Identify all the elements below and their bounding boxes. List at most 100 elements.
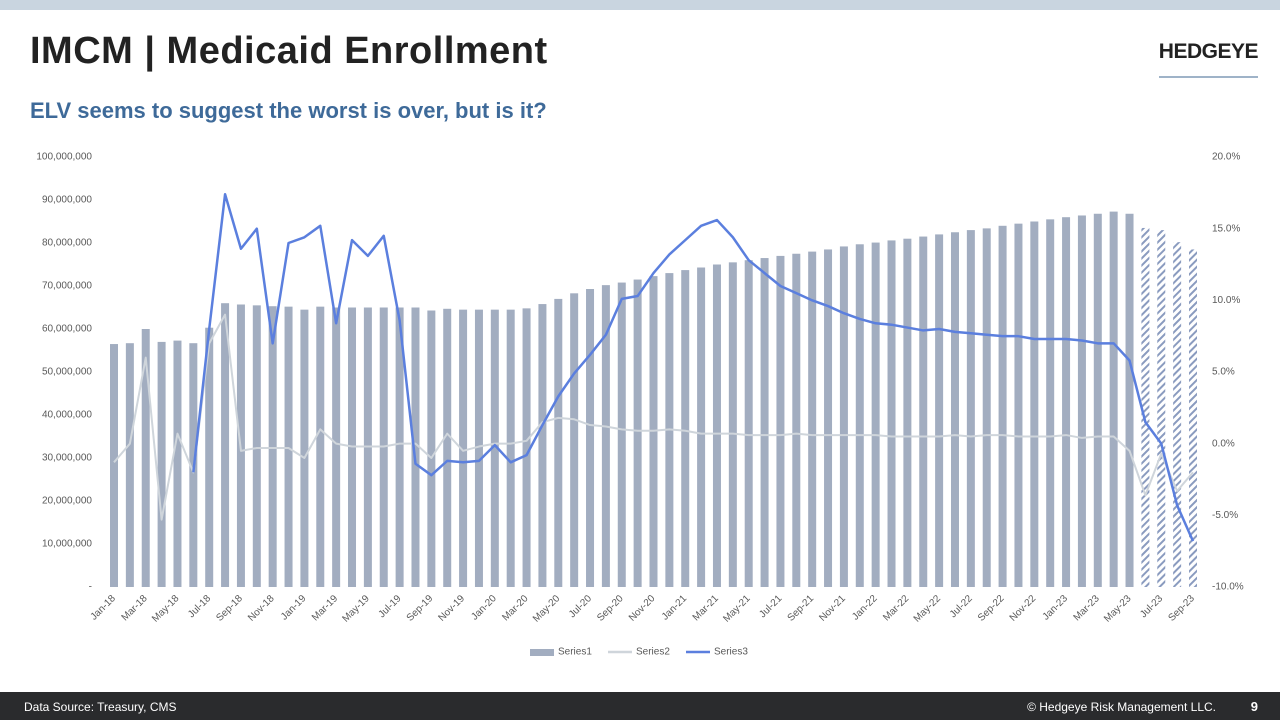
slide-title: IMCM | Medicaid Enrollment bbox=[30, 30, 548, 72]
bar bbox=[919, 236, 928, 588]
x-tick-label: Sep-18 bbox=[214, 593, 245, 624]
y2-tick-label: 5.0% bbox=[1212, 367, 1235, 378]
bar bbox=[1189, 249, 1197, 587]
bar bbox=[1109, 211, 1118, 588]
source: Data Source: Treasury, CMS bbox=[24, 700, 177, 714]
bar bbox=[887, 240, 896, 588]
y-tick-label: 90,000,000 bbox=[42, 195, 92, 206]
x-tick-label: Jul-18 bbox=[186, 593, 213, 620]
bar bbox=[744, 260, 753, 587]
x-tick-label: Sep-19 bbox=[405, 593, 436, 624]
bar bbox=[490, 309, 499, 587]
x-tick-label: Jul-21 bbox=[757, 593, 784, 620]
bar bbox=[998, 225, 1007, 588]
bar bbox=[221, 303, 230, 587]
x-tick-label: Mar-22 bbox=[881, 593, 911, 623]
x-tick-label: Jul-19 bbox=[377, 593, 404, 620]
y-tick-label: 40,000,000 bbox=[42, 410, 92, 421]
bar bbox=[252, 305, 261, 587]
x-tick-label: Nov-22 bbox=[1008, 593, 1039, 624]
x-tick-label: Mar-19 bbox=[310, 593, 340, 623]
bar bbox=[871, 242, 880, 587]
bar bbox=[1077, 215, 1086, 587]
bar bbox=[982, 228, 991, 587]
y-tick-label: 50,000,000 bbox=[42, 367, 92, 378]
chart: - 10,000,000 20,000,000 30,000,000 40,000,00… bbox=[36, 152, 1243, 658]
x-tick-label: May-20 bbox=[531, 593, 563, 625]
bar bbox=[728, 262, 737, 587]
y2-tick-label: -5.0% bbox=[1212, 510, 1238, 521]
slide-subtitle: ELV seems to suggest the worst is over, … bbox=[30, 98, 547, 123]
bar bbox=[681, 270, 690, 587]
footer: Data Source: Treasury, CMS © Hedgeye Ris… bbox=[0, 692, 1280, 720]
x-tick-label: Sep-23 bbox=[1166, 593, 1197, 624]
y-tick-label: 10,000,000 bbox=[42, 539, 92, 550]
bar bbox=[1046, 219, 1055, 587]
x-tick-label: Jan-21 bbox=[660, 593, 690, 623]
x-tick-label: Jul-20 bbox=[567, 593, 594, 620]
x-tick-label: May-18 bbox=[150, 593, 182, 625]
bar bbox=[935, 234, 944, 587]
x-tick-label: Mar-18 bbox=[120, 593, 150, 623]
y2-tick-label: 0.0% bbox=[1212, 438, 1235, 449]
x-tick-label: Jul-22 bbox=[948, 593, 975, 620]
bar bbox=[808, 251, 817, 587]
y-tick-label: 30,000,000 bbox=[42, 453, 92, 464]
bar bbox=[824, 249, 833, 587]
bar bbox=[950, 232, 959, 587]
y2-tick-label: 15.0% bbox=[1212, 223, 1240, 234]
x-tick-label: Mar-23 bbox=[1072, 593, 1102, 623]
bar bbox=[141, 329, 150, 587]
line-series bbox=[113, 313, 1194, 521]
bar bbox=[1030, 221, 1039, 587]
y-tick-label: - bbox=[89, 582, 92, 593]
bar bbox=[633, 279, 642, 587]
bar bbox=[157, 341, 166, 587]
bar bbox=[1141, 227, 1150, 587]
x-tick-label: Sep-20 bbox=[595, 593, 626, 624]
y-tick-label: 70,000,000 bbox=[42, 281, 92, 292]
bar bbox=[601, 285, 610, 587]
bar bbox=[697, 267, 706, 587]
bar bbox=[300, 309, 309, 587]
bar bbox=[839, 246, 848, 587]
y-tick-label: 60,000,000 bbox=[42, 324, 92, 335]
bar bbox=[554, 298, 563, 587]
bar bbox=[760, 258, 769, 587]
logo: HEDGEYE bbox=[1158, 40, 1259, 78]
bar bbox=[617, 282, 626, 587]
bar bbox=[1125, 213, 1134, 587]
y2-tick-label: 10.0% bbox=[1212, 295, 1240, 306]
y-tick-label: 80,000,000 bbox=[42, 238, 92, 249]
bar bbox=[522, 308, 531, 587]
legend-swatch bbox=[530, 649, 554, 656]
x-tick-label: Mar-21 bbox=[691, 593, 721, 623]
x-tick-label: May-23 bbox=[1102, 593, 1134, 625]
bar bbox=[411, 307, 420, 587]
bar bbox=[712, 264, 721, 587]
bar bbox=[1173, 242, 1182, 587]
x-tick-label: May-19 bbox=[341, 593, 373, 625]
bar bbox=[395, 307, 404, 587]
bar bbox=[1014, 223, 1023, 587]
x-tick-label: Sep-22 bbox=[976, 593, 1007, 624]
x-tick-label: May-21 bbox=[721, 593, 753, 625]
legend-label: Series2 bbox=[636, 647, 670, 658]
bar bbox=[570, 293, 579, 587]
page-number: 9 bbox=[1250, 699, 1258, 714]
y-tick-label: 20,000,000 bbox=[42, 496, 92, 507]
x-tick-label: Nov-21 bbox=[817, 593, 848, 624]
legend-label: Series3 bbox=[714, 647, 748, 658]
bar bbox=[776, 255, 785, 587]
bar bbox=[1157, 230, 1166, 587]
x-tick-label: Jul-23 bbox=[1138, 593, 1165, 620]
y2-tick-label: 20.0% bbox=[1212, 152, 1240, 163]
bar bbox=[316, 306, 325, 587]
bar bbox=[474, 309, 483, 587]
line-series bbox=[192, 193, 1195, 542]
legend-label: Series1 bbox=[558, 647, 592, 658]
bar bbox=[855, 244, 864, 587]
x-tick-label: Jan-18 bbox=[89, 593, 119, 623]
top-bar bbox=[0, 0, 1280, 10]
copyright: © Hedgeye Risk Management LLC. bbox=[1027, 700, 1216, 714]
